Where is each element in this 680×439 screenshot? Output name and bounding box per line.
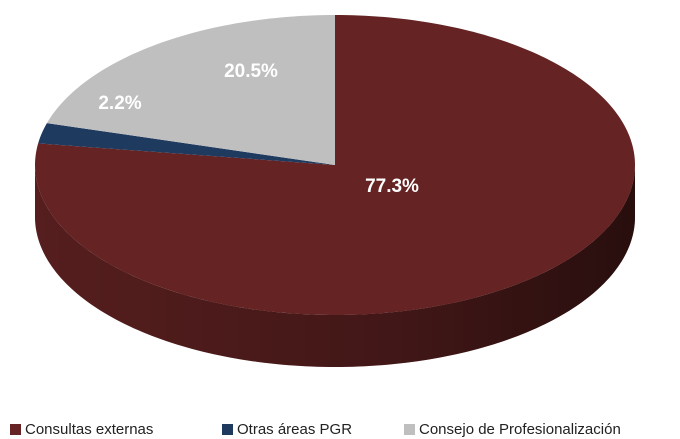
data-label: 20.5% [224, 61, 278, 82]
legend-swatch [222, 424, 233, 435]
pie-slice [38, 123, 335, 165]
legend-label: Consejo de Profesionalización [419, 421, 621, 438]
pie-slice [35, 15, 635, 315]
legend-swatch [10, 424, 21, 435]
pie-side-shade [35, 165, 635, 367]
data-label: 77.3% [365, 176, 419, 197]
pie-slice [46, 15, 335, 165]
legend-label: Otras áreas PGR [237, 421, 352, 438]
data-label: 2.2% [98, 93, 141, 114]
legend-swatch [404, 424, 415, 435]
legend-label: Consultas externas [25, 421, 153, 438]
